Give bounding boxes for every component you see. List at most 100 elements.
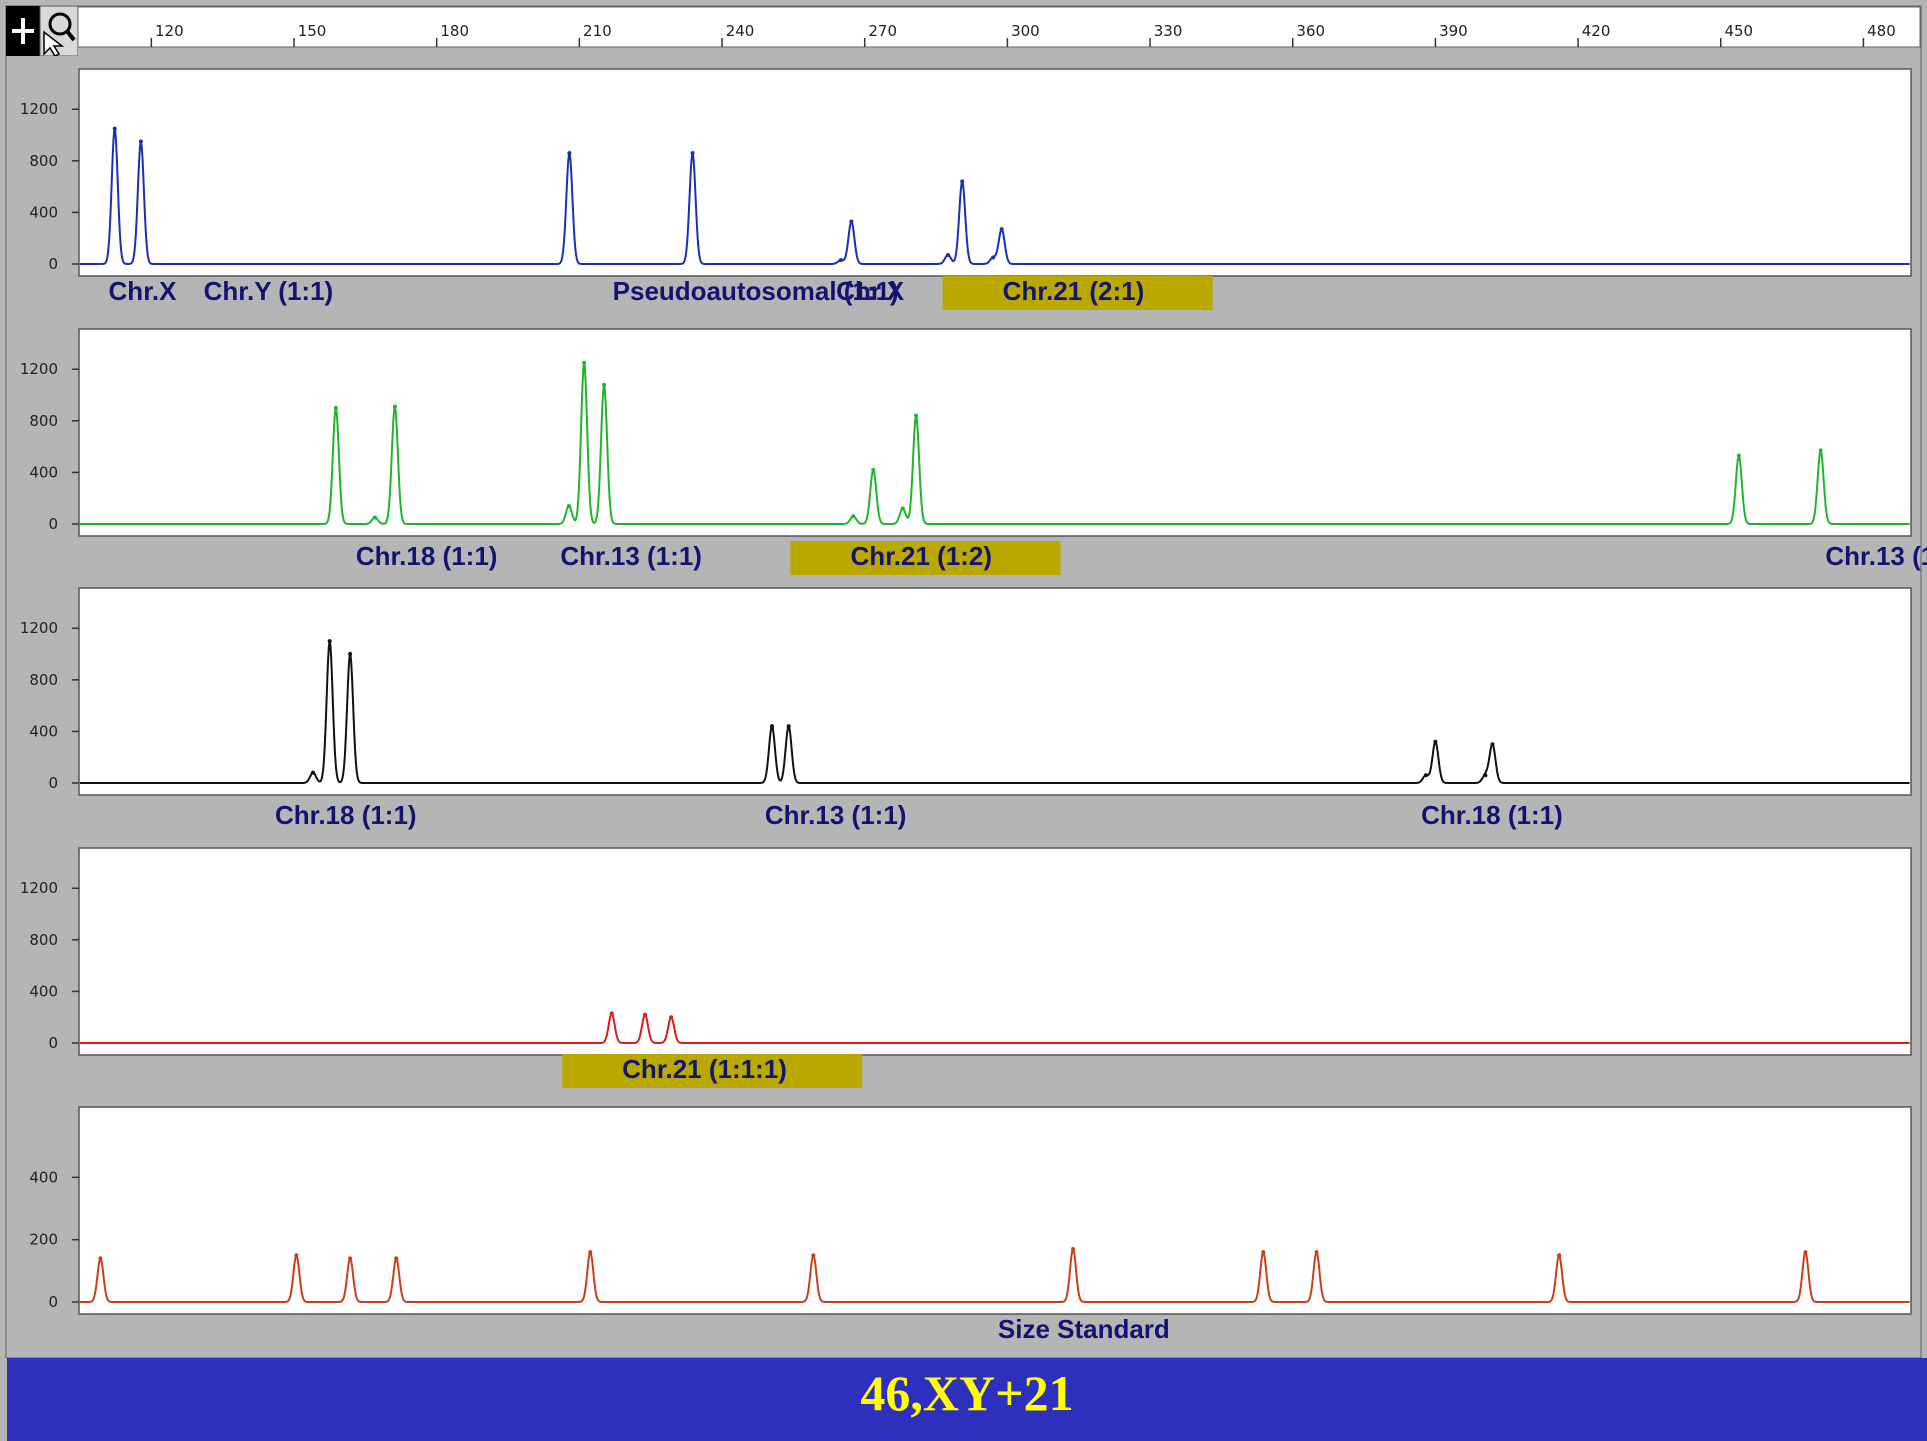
panel-label: Chr.21 (1:1:1)	[622, 1054, 787, 1084]
y-tick-label: 0	[48, 515, 58, 533]
peak	[1433, 739, 1438, 744]
x-ruler	[77, 6, 1921, 48]
panel-4: 0 400 800 1200 Chr.21 (1:1:1)	[20, 847, 1912, 1088]
panel-label: Chr.X	[836, 276, 905, 306]
panel-label: Chr.13 (1:1)	[765, 800, 907, 830]
peak	[394, 1256, 399, 1261]
panel-label: Chr.13 (1:1)	[1825, 541, 1927, 571]
peak	[1071, 1247, 1076, 1252]
peak	[945, 252, 950, 257]
x-tick-label: 210	[583, 22, 612, 40]
peak	[294, 1253, 299, 1258]
panel-3: 0 400 800 1200 Chr.18 (1:1) Chr.13 (1:1) Chr.1…	[20, 587, 1912, 830]
peak	[1490, 742, 1495, 747]
panel-label: Pseudoautosomal (1:1)	[613, 276, 899, 306]
x-tick-label: 240	[726, 22, 755, 40]
y-tick-label: 800	[29, 931, 58, 949]
x-tick-label: 420	[1582, 22, 1611, 40]
x-tick-label: 390	[1439, 22, 1468, 40]
y-tick-label: 800	[29, 412, 58, 430]
y-tick-label: 0	[48, 774, 58, 792]
peak	[1557, 1253, 1562, 1258]
plot-area	[78, 587, 1912, 796]
panel-label: Chr.X	[109, 276, 178, 306]
trace-line	[80, 126, 1910, 265]
peak	[566, 503, 571, 508]
y-tick-label: 1200	[20, 619, 58, 637]
peak	[1261, 1250, 1266, 1255]
peak	[567, 151, 572, 156]
panel-1: 0 400 800 1200 Chr.X Chr.Y (1:1) Pseudoautosom…	[20, 68, 1912, 310]
peak	[1803, 1250, 1808, 1255]
trace-line	[80, 640, 1910, 784]
peak	[900, 506, 905, 511]
plot-area	[78, 1106, 1912, 1315]
y-tick-label: 0	[48, 1034, 58, 1052]
peak	[609, 1011, 614, 1016]
peak	[348, 652, 353, 657]
karyotype-banner: 46,XY+21	[7, 1358, 1927, 1441]
peak	[372, 515, 377, 520]
x-tick-label: 360	[1296, 22, 1325, 40]
peak	[999, 227, 1004, 232]
x-tick-label: 480	[1867, 22, 1896, 40]
y-tick-label: 1200	[20, 360, 58, 378]
y-tick-label: 800	[29, 152, 58, 170]
panel-label: Chr.18 (1:1)	[356, 541, 498, 571]
highlight-band	[562, 1054, 863, 1088]
peak	[602, 382, 607, 387]
peak	[769, 724, 774, 729]
peak	[669, 1015, 674, 1020]
karyotype-result: 46,XY+21	[860, 1365, 1074, 1421]
y-tick-label: 400	[29, 463, 58, 481]
y-tick-label: 1200	[20, 100, 58, 118]
peak	[311, 770, 316, 775]
peak	[588, 1250, 593, 1255]
peak	[333, 405, 338, 410]
peak	[348, 1256, 353, 1261]
panel-label: Size Standard	[998, 1314, 1170, 1344]
peak	[786, 724, 791, 729]
peak	[991, 255, 996, 260]
peak	[960, 179, 965, 184]
plot-area	[78, 328, 1912, 537]
peak	[851, 514, 856, 519]
y-tick-label: 400	[29, 982, 58, 1000]
peak	[1483, 773, 1488, 778]
peak	[582, 360, 587, 365]
peak	[1423, 773, 1428, 778]
panel-label: Chr.18 (1:1)	[275, 800, 417, 830]
panel-label: Chr.13 (1:1)	[560, 541, 702, 571]
trace-line	[80, 362, 1910, 525]
peak	[98, 1256, 103, 1261]
peak	[1314, 1250, 1319, 1255]
x-tick-label: 120	[155, 22, 184, 40]
trace-line	[80, 1247, 1910, 1303]
zoom-tool-icon[interactable]	[6, 6, 78, 56]
x-tick-label: 150	[298, 22, 327, 40]
y-tick-label: 400	[29, 203, 58, 221]
panel-2: 0 400 800 1200 Chr.18 (1:1) Chr.13 (1:1) Chr.2…	[20, 328, 1927, 575]
y-tick-label: 800	[29, 671, 58, 689]
peak	[871, 467, 876, 472]
x-tick-label: 330	[1154, 22, 1183, 40]
peak	[811, 1253, 816, 1258]
peak	[1818, 448, 1823, 453]
panel-label: Chr.Y (1:1)	[204, 276, 334, 306]
peak	[138, 139, 143, 144]
highlight-band	[790, 541, 1061, 575]
panel-5: 0 200 400 Size Standard	[29, 1106, 1912, 1344]
peak	[914, 413, 919, 418]
plot-area	[78, 68, 1912, 277]
trace-line	[80, 1012, 1910, 1044]
plot-area	[78, 847, 1912, 1056]
y-tick-label: 400	[29, 722, 58, 740]
y-tick-label: 0	[48, 1293, 58, 1311]
x-tick-label: 450	[1724, 22, 1753, 40]
peak	[849, 219, 854, 224]
y-tick-label: 400	[29, 1168, 58, 1186]
x-tick-label: 270	[868, 22, 897, 40]
panel-label: Chr.21 (2:1)	[1003, 276, 1145, 306]
y-tick-label: 200	[29, 1231, 58, 1249]
